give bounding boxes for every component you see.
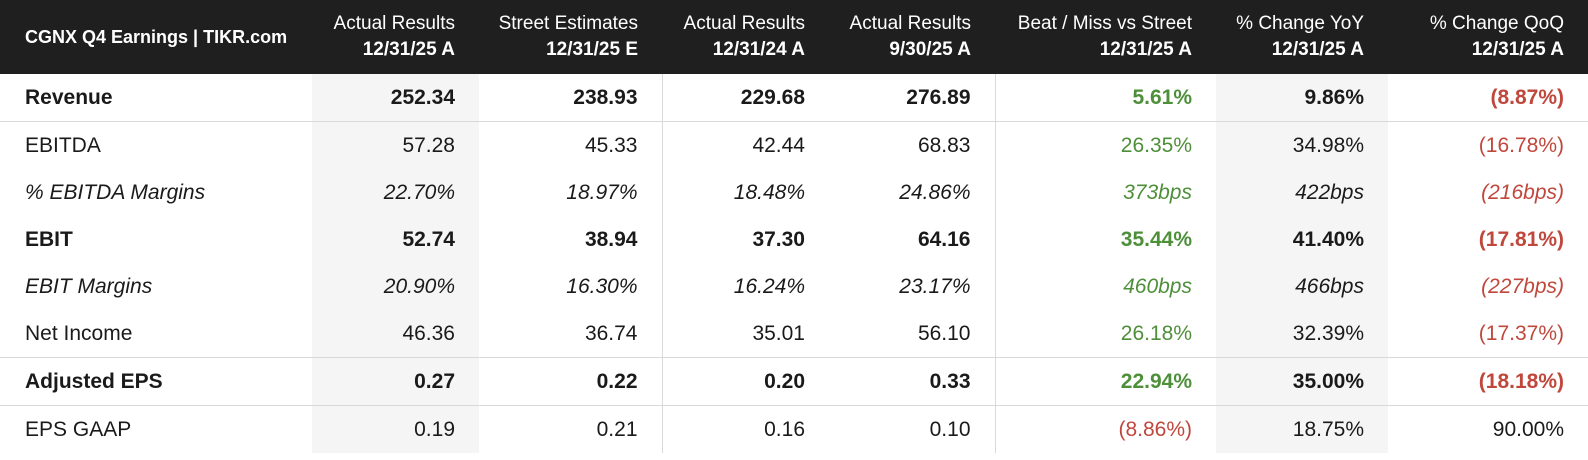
cell-yoy: 466bps (1216, 263, 1388, 310)
cell-beat-miss: 35.44% (994, 216, 1216, 263)
row-eps-gaap: EPS GAAP 0.19 0.21 0.16 0.10 (8.86%) 18.… (0, 405, 1588, 453)
col-header-street-estimates: Street Estimates 12/31/25 E (479, 0, 662, 74)
cell-prior-quarter: 0.33 (829, 357, 995, 406)
row-label: EBIT Margins (25, 274, 153, 298)
cell-prior-quarter: 0.10 (929, 417, 971, 441)
cell-actual: 0.19 (312, 405, 479, 453)
row-ebitda: EBITDA 57.28 45.33 42.44 68.83 26.35% 34… (0, 121, 1588, 169)
cell-estimate: 38.94 (584, 227, 638, 251)
header-row: CGNX Q4 Earnings | TIKR.com Actual Resul… (0, 0, 1588, 74)
cell-beat-miss: 26.18% (994, 310, 1216, 358)
cell-qoq: (18.18%) (1388, 357, 1588, 406)
cell-prior-year: 35.01 (661, 310, 829, 358)
cell-prior-year: 229.68 (661, 74, 829, 122)
col-header-change-qoq: % Change QoQ 12/31/25 A (1388, 0, 1588, 74)
cell-prior-quarter: 24.86% (899, 180, 971, 204)
cell-estimate: 45.33 (584, 133, 638, 157)
cell-estimate: 0.22 (479, 357, 662, 406)
cell-qoq: (227bps) (1481, 274, 1564, 298)
row-label: EBIT (25, 227, 73, 251)
cell-beat-miss: 26.35% (994, 121, 1216, 169)
row-label: EPS GAAP (25, 417, 132, 441)
cell-prior-quarter: 56.10 (829, 310, 995, 358)
col-header-actual-q4-25: Actual Results 12/31/25 A (312, 0, 479, 74)
cell-yoy: 32.39% (1216, 310, 1388, 358)
row-ebit-margins: EBIT Margins 20.90% 16.30% 16.24% 23.17%… (0, 263, 1588, 310)
cell-qoq: (17.37%) (1388, 310, 1588, 358)
row-ebit: EBIT 52.74 38.94 37.30 64.16 35.44% 41.4… (0, 216, 1588, 263)
cell-prior-quarter: 276.89 (829, 74, 995, 122)
cell-actual: 0.27 (312, 357, 479, 406)
cell-prior-year: 0.20 (661, 357, 829, 406)
cell-estimate: 16.30% (566, 274, 638, 298)
cell-estimate: 18.97% (566, 180, 638, 204)
cell-qoq: (216bps) (1481, 180, 1564, 204)
cell-qoq: 90.00% (1492, 417, 1564, 441)
cell-prior-year: 18.48% (661, 169, 829, 216)
cell-prior-quarter: 64.16 (917, 227, 971, 251)
cell-beat-miss: 373bps (994, 169, 1216, 216)
cell-actual: 22.70% (312, 169, 479, 216)
cell-prior-year: 42.44 (661, 121, 829, 169)
col-header-change-yoy: % Change YoY 12/31/25 A (1216, 0, 1388, 74)
cell-estimate: 36.74 (479, 310, 662, 358)
cell-prior-year: 37.30 (661, 216, 829, 263)
cell-beat-miss: 460bps (994, 263, 1216, 310)
row-net-income: Net Income 46.36 36.74 35.01 56.10 26.18… (0, 310, 1588, 358)
row-label: Net Income (0, 310, 312, 358)
cell-yoy: 9.86% (1216, 74, 1388, 122)
row-label: Revenue (0, 74, 312, 122)
row-label: Adjusted EPS (0, 357, 312, 406)
cell-estimate: 238.93 (479, 74, 662, 122)
cell-yoy: 34.98% (1216, 121, 1388, 169)
row-label: % EBITDA Margins (25, 180, 206, 204)
cell-yoy: 422bps (1216, 169, 1388, 216)
cell-yoy: 35.00% (1216, 357, 1388, 406)
cell-qoq: (16.78%) (1478, 133, 1564, 157)
cell-prior-year: 16.24% (661, 263, 829, 310)
cell-yoy: 18.75% (1216, 405, 1388, 453)
row-adjusted-eps: Adjusted EPS 0.27 0.22 0.20 0.33 22.94% … (0, 357, 1588, 406)
cell-beat-miss: (8.86%) (994, 405, 1216, 453)
cell-beat-miss: 22.94% (994, 357, 1216, 406)
cell-actual: 20.90% (312, 263, 479, 310)
cell-qoq: (17.81%) (1478, 227, 1564, 251)
col-header-actual-q3-25: Actual Results 9/30/25 A (829, 0, 995, 74)
table-title: CGNX Q4 Earnings | TIKR.com (0, 0, 312, 74)
cell-prior-quarter: 68.83 (917, 133, 971, 157)
col-header-beat-miss: Beat / Miss vs Street 12/31/25 A (995, 0, 1216, 74)
row-revenue: Revenue 252.34 238.93 229.68 276.89 5.61… (0, 74, 1588, 122)
cell-prior-year: 0.16 (661, 405, 829, 453)
cell-actual: 52.74 (312, 216, 479, 263)
cell-actual: 46.36 (312, 310, 479, 358)
row-label: EBITDA (25, 133, 101, 157)
cell-actual: 252.34 (312, 74, 479, 122)
cell-yoy: 41.40% (1216, 216, 1388, 263)
cell-prior-quarter: 23.17% (899, 274, 971, 298)
cell-actual: 57.28 (312, 121, 479, 169)
col-header-actual-q4-24: Actual Results 12/31/24 A (662, 0, 829, 74)
cell-estimate: 0.21 (596, 417, 638, 441)
row-ebitda-margins: % EBITDA Margins 22.70% 18.97% 18.48% 24… (0, 169, 1588, 216)
cell-qoq: (8.87%) (1388, 74, 1588, 122)
cell-beat-miss: 5.61% (994, 74, 1216, 122)
